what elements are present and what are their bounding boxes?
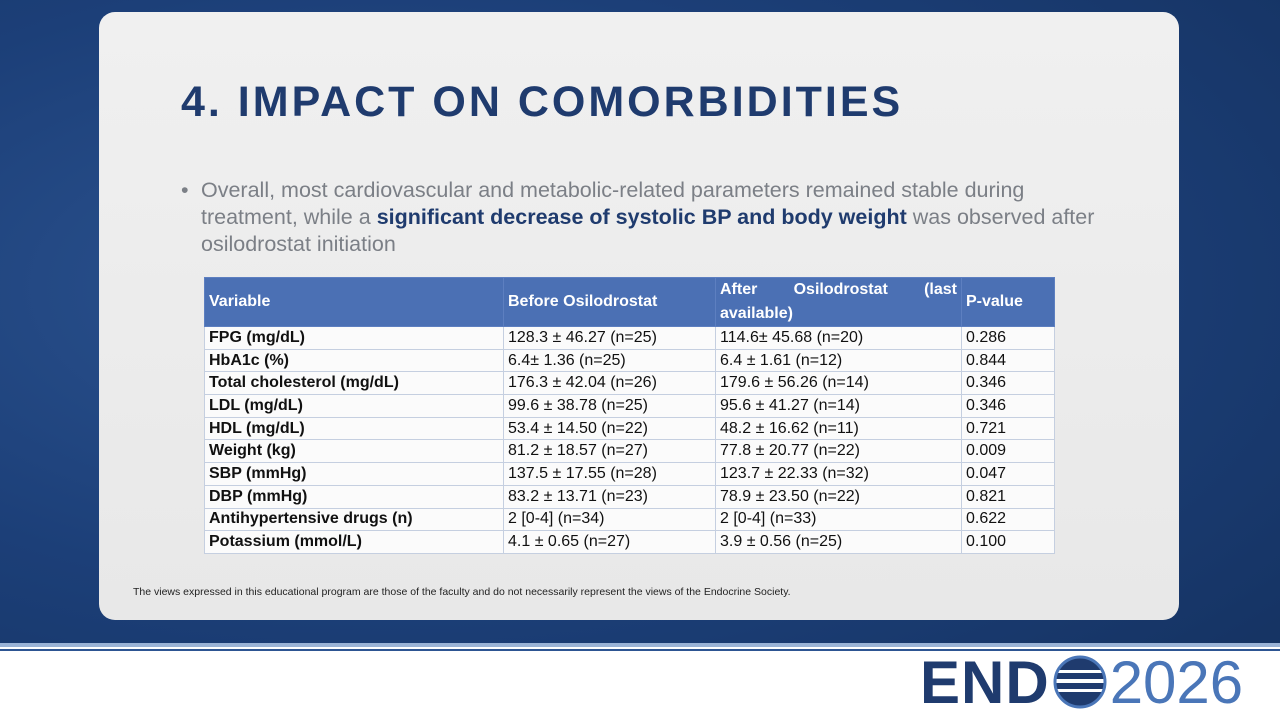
content-card: 4. IMPACT ON COMORBIDITIES • Overall, mo…	[99, 12, 1179, 620]
table-cell: 0.622	[961, 507, 1055, 532]
table-row: HbA1c (%) 6.4± 1.36 (n=25) 6.4 ± 1.61 (n=1…	[204, 348, 1055, 373]
table-cell: 3.9 ± 0.56 (n=25)	[715, 530, 962, 554]
table-cell: 123.7 ± 22.33 (n=32)	[715, 462, 962, 486]
table-cell: 83.2 ± 13.71 (n=23)	[503, 484, 716, 509]
table-cell: 81.2 ± 18.57 (n=27)	[503, 439, 716, 464]
table-cell: 78.9 ± 23.50 (n=22)	[715, 484, 962, 509]
table-cell: SBP (mmHg)	[204, 462, 504, 486]
table-cell: 6.4 ± 1.61 (n=12)	[715, 348, 962, 373]
header-cell: After Osilodrostat (last available)	[715, 277, 962, 327]
logo: END 2026	[920, 648, 1244, 716]
table-row: FPG (mg/dL) 128.3 ± 46.27 (n=25) 114.6± 45…	[204, 326, 1055, 350]
table-row: Potassium (mmol/L) 4.1 ± 0.65 (n=27) 3.9 ±…	[204, 530, 1055, 554]
table-cell: 4.1 ± 0.65 (n=27)	[503, 530, 716, 554]
bullet-dot: •	[181, 178, 189, 202]
table-cell: Potassium (mmol/L)	[204, 530, 504, 554]
logo-word: END	[920, 648, 1050, 716]
table-cell: 95.6 ± 41.27 (n=14)	[715, 394, 962, 418]
table-cell: 114.6± 45.68 (n=20)	[715, 326, 962, 350]
bullet-text: Overall, most cardiovascular and metabol…	[201, 178, 1025, 229]
table-cell: 99.6 ± 38.78 (n=25)	[503, 394, 716, 418]
table-cell: 0.286	[961, 326, 1055, 350]
table-cell: 0.821	[961, 484, 1055, 509]
table-row: DBP (mmHg) 83.2 ± 13.71 (n=23) 78.9 ± 23.5…	[204, 484, 1055, 509]
slide-title: 4. IMPACT ON COMORBIDITIES	[181, 78, 904, 126]
header-row: Variable Before Osilodrostat After Osilodr…	[204, 277, 1055, 327]
table-cell: Total cholesterol (mg/dL)	[204, 371, 504, 396]
logo-globe	[1053, 655, 1107, 709]
header-cell: Variable	[204, 277, 504, 327]
table-row: SBP (mmHg) 137.5 ± 17.55 (n=28) 123.7 ± 22…	[204, 462, 1055, 486]
table-cell: 128.3 ± 46.27 (n=25)	[503, 326, 716, 350]
table-row: HDL (mg/dL) 53.4 ± 14.50 (n=22) 48.2 ± 16.…	[204, 416, 1055, 441]
table-cell: 53.4 ± 14.50 (n=22)	[503, 416, 716, 441]
table-cell: HDL (mg/dL)	[204, 416, 504, 441]
table-row: Total cholesterol (mg/dL) 176.3 ± 42.04 (…	[204, 371, 1055, 396]
table-cell: 0.346	[961, 394, 1055, 418]
table-row: LDL (mg/dL) 99.6 ± 38.78 (n=25) 95.6 ± 41.…	[204, 394, 1055, 418]
table-cell: DBP (mmHg)	[204, 484, 504, 509]
table-cell: 0.009	[961, 439, 1055, 464]
data-table: Variable Before Osilodrostat After Osilodr…	[204, 277, 1055, 554]
table-cell: 2 [0-4] (n=34)	[503, 507, 716, 532]
table-cell: LDL (mg/dL)	[204, 394, 504, 418]
disclaimer: The views expressed in this educational …	[133, 586, 791, 598]
table-cell: 0.100	[961, 530, 1055, 554]
table-cell: 0.721	[961, 416, 1055, 441]
table-cell: 137.5 ± 17.55 (n=28)	[503, 462, 716, 486]
header-cell: P-value	[961, 277, 1055, 327]
bullet: • Overall, most cardiovascular and metab…	[181, 177, 1121, 258]
table-cell: 77.8 ± 20.77 (n=22)	[715, 439, 962, 464]
bullet-text: was observed after osilodrostat initiati…	[201, 205, 1095, 256]
table-body: FPG (mg/dL) 128.3 ± 46.27 (n=25) 114.6± 45…	[204, 326, 1055, 554]
table-cell: 176.3 ± 42.04 (n=26)	[503, 371, 716, 396]
table-cell: 0.844	[961, 348, 1055, 373]
bullet-bold: significant decrease of systolic BP and …	[376, 205, 907, 229]
header-cell: Before Osilodrostat	[503, 277, 716, 327]
table-row: Antihypertensive drugs (n) 2 [0-4] (n=34)…	[204, 507, 1055, 532]
table-cell: 0.047	[961, 462, 1055, 486]
table-cell: Antihypertensive drugs (n)	[204, 507, 504, 532]
table-row: Weight (kg) 81.2 ± 18.57 (n=27) 77.8 ± 20.…	[204, 439, 1055, 464]
table-cell: FPG (mg/dL)	[204, 326, 504, 350]
table-cell: HbA1c (%)	[204, 348, 504, 373]
table-cell: 6.4± 1.36 (n=25)	[503, 348, 716, 373]
table-cell: 48.2 ± 16.62 (n=11)	[715, 416, 962, 441]
table-cell: 2 [0-4] (n=33)	[715, 507, 962, 532]
table-cell: Weight (kg)	[204, 439, 504, 464]
logo-year: 2026	[1109, 648, 1244, 716]
table-cell: 179.6 ± 56.26 (n=14)	[715, 371, 962, 396]
table-cell: 0.346	[961, 371, 1055, 396]
